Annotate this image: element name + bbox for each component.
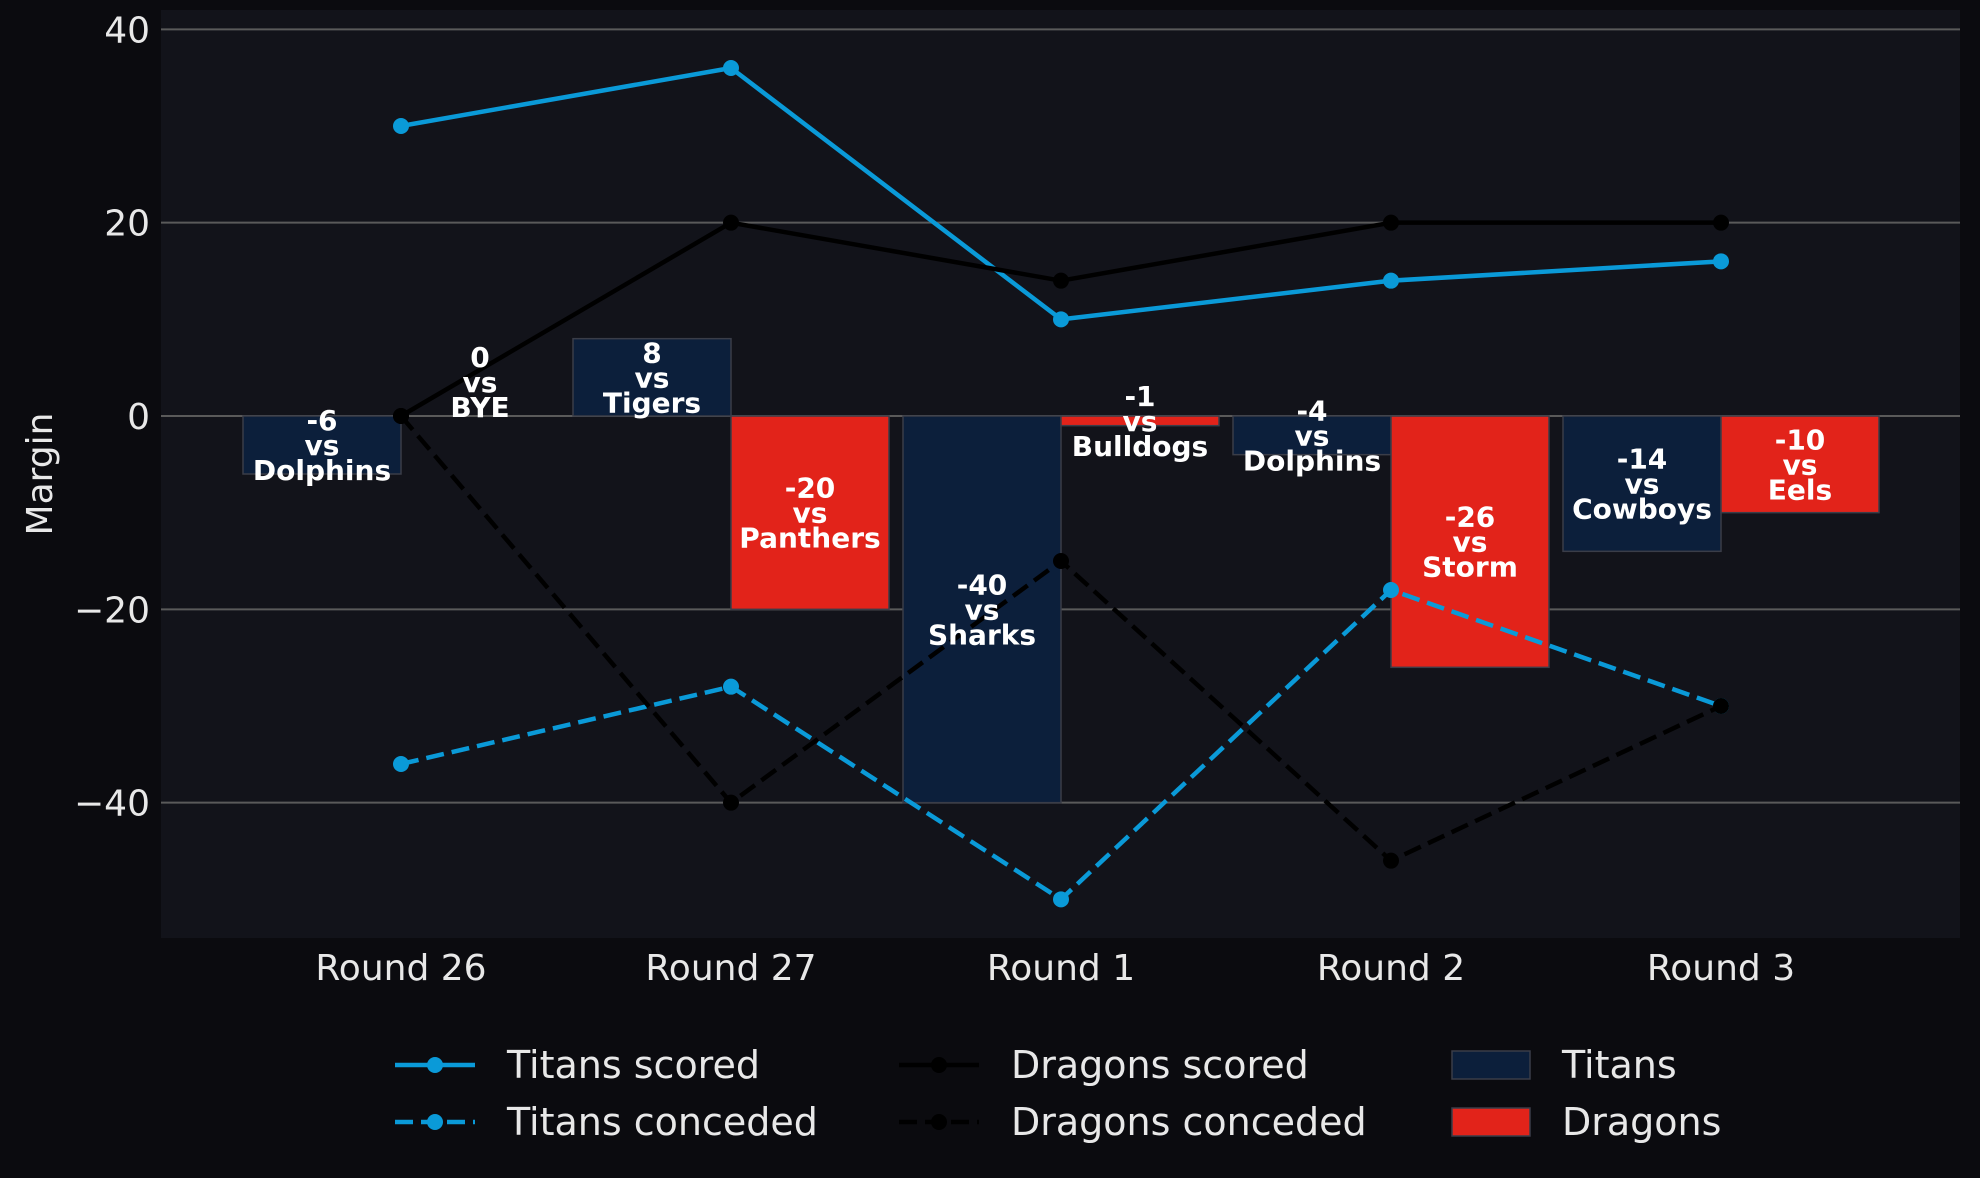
y-axis: −40 −20 0 20 40 bbox=[74, 10, 150, 824]
x-tick-label: Round 3 bbox=[1647, 948, 1795, 989]
series-point bbox=[1383, 852, 1399, 869]
series-point bbox=[1713, 214, 1729, 231]
bar-label: 8 vs Tigers bbox=[603, 336, 701, 419]
series-point bbox=[1713, 253, 1729, 270]
y-tick-label: 0 bbox=[127, 397, 150, 438]
legend-label: Titans bbox=[1561, 1043, 1677, 1087]
y-tick-label: −40 bbox=[74, 784, 150, 825]
bar-dragons bbox=[1060, 415, 1220, 427]
series-point bbox=[723, 794, 739, 811]
bar-titans bbox=[1562, 415, 1722, 553]
series-point bbox=[1383, 582, 1399, 598]
series-point bbox=[723, 60, 739, 76]
legend-marker bbox=[931, 1057, 947, 1073]
series-point bbox=[1053, 891, 1069, 908]
legend-patch bbox=[1451, 1050, 1531, 1080]
legend: Titans scored Titans conceded Dragons scor… bbox=[395, 1043, 1721, 1144]
series-point bbox=[393, 118, 409, 134]
bar-titans bbox=[1232, 415, 1392, 456]
legend-label: Dragons scored bbox=[1011, 1043, 1309, 1087]
legend-marker bbox=[427, 1057, 443, 1073]
y-axis-title: Margin bbox=[20, 413, 61, 536]
legend-label: Titans conceded bbox=[506, 1100, 818, 1144]
bar-dragons bbox=[730, 415, 890, 611]
legend-label: Titans scored bbox=[506, 1043, 760, 1087]
bar-labels: -6 vs Dolphins 8 vs Tigers -40 vs Sharks -4 vs Dolp… bbox=[253, 336, 1832, 651]
x-tick-label: Round 2 bbox=[1317, 948, 1465, 989]
bar-label: 0 vs BYE bbox=[450, 341, 509, 424]
series-point bbox=[1383, 214, 1399, 231]
legend-marker bbox=[427, 1114, 443, 1130]
series-point bbox=[1053, 272, 1069, 289]
bar-label: -4 vs Dolphins bbox=[1243, 394, 1381, 477]
legend-label: Dragons conceded bbox=[1011, 1100, 1367, 1144]
x-tick-label: Round 1 bbox=[987, 948, 1135, 989]
series-point bbox=[723, 214, 739, 231]
x-tick-label: Round 27 bbox=[645, 948, 816, 989]
bars bbox=[242, 337, 1880, 804]
series-point bbox=[1713, 698, 1729, 714]
series-point bbox=[393, 408, 409, 424]
series-point bbox=[723, 678, 739, 695]
bar-titans bbox=[572, 337, 732, 417]
y-tick-label: −20 bbox=[74, 590, 150, 631]
series-lines bbox=[393, 60, 1729, 908]
bar-label: -20 vs Panthers bbox=[739, 472, 880, 555]
legend-label: Dragons bbox=[1562, 1100, 1721, 1144]
bar-label: -40 vs Sharks bbox=[928, 568, 1036, 651]
bar-dragons bbox=[1390, 415, 1550, 669]
bar-label: -10 vs Eels bbox=[1768, 423, 1832, 506]
bar-titans bbox=[902, 415, 1062, 804]
series-point bbox=[1053, 553, 1069, 569]
y-tick-label: 20 bbox=[104, 204, 150, 245]
series-point bbox=[393, 756, 409, 772]
bar-dragons bbox=[1720, 415, 1880, 514]
x-axis: Round 26 Round 27 Round 1 Round 2 Round 3 bbox=[315, 948, 1795, 989]
bar-label: -14 vs Cowboys bbox=[1572, 443, 1712, 526]
bar-titans bbox=[242, 415, 402, 475]
series-point bbox=[1383, 272, 1399, 289]
x-tick-label: Round 26 bbox=[315, 948, 486, 989]
legend-marker bbox=[931, 1114, 947, 1130]
bar-label: -26 vs Storm bbox=[1422, 501, 1518, 584]
bar-label: -1 vs Bulldogs bbox=[1072, 380, 1208, 463]
legend-patch bbox=[1451, 1107, 1531, 1137]
series-point bbox=[1053, 311, 1069, 328]
y-tick-label: 40 bbox=[104, 10, 150, 51]
bar-label: -6 vs Dolphins bbox=[253, 404, 391, 487]
